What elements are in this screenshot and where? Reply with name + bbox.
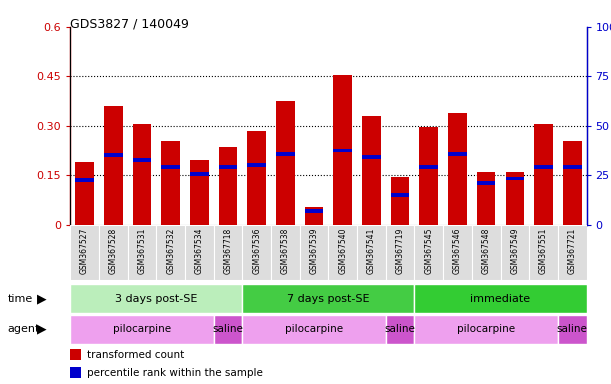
Text: GSM367534: GSM367534 xyxy=(195,227,204,274)
Bar xyxy=(99,225,128,280)
Bar xyxy=(477,172,496,225)
Bar xyxy=(362,155,381,159)
Bar xyxy=(334,74,352,225)
Bar xyxy=(128,225,156,280)
Text: saline: saline xyxy=(213,324,243,334)
Bar xyxy=(161,141,180,225)
Text: GSM367545: GSM367545 xyxy=(424,227,433,274)
Bar xyxy=(505,177,524,180)
Bar xyxy=(357,225,386,280)
Bar xyxy=(443,225,472,280)
Bar xyxy=(558,315,587,344)
Bar xyxy=(391,177,409,225)
Text: GSM367527: GSM367527 xyxy=(80,227,89,274)
Bar xyxy=(185,225,214,280)
Bar xyxy=(414,225,443,280)
Bar xyxy=(219,165,237,169)
Text: GSM367546: GSM367546 xyxy=(453,227,462,274)
Bar xyxy=(362,116,381,225)
Text: GSM367548: GSM367548 xyxy=(481,227,491,274)
Text: GDS3827 / 140049: GDS3827 / 140049 xyxy=(70,17,189,30)
Bar xyxy=(334,149,352,152)
Bar xyxy=(448,113,467,225)
Text: agent: agent xyxy=(7,324,40,334)
Bar xyxy=(276,101,295,225)
Bar xyxy=(214,315,243,344)
Text: GSM367719: GSM367719 xyxy=(395,227,404,274)
Bar xyxy=(386,225,414,280)
Text: GSM367718: GSM367718 xyxy=(224,227,233,274)
Bar xyxy=(558,225,587,280)
Text: ▶: ▶ xyxy=(37,323,46,336)
Bar xyxy=(386,315,414,344)
Text: ▶: ▶ xyxy=(37,292,46,305)
Text: GSM367539: GSM367539 xyxy=(310,227,318,274)
Text: time: time xyxy=(7,293,32,304)
Text: GSM367721: GSM367721 xyxy=(568,227,577,274)
Text: GSM367531: GSM367531 xyxy=(137,227,147,274)
Text: 3 days post-SE: 3 days post-SE xyxy=(115,293,197,304)
Bar xyxy=(300,225,329,280)
Text: percentile rank within the sample: percentile rank within the sample xyxy=(87,368,263,378)
Bar xyxy=(500,225,529,280)
Bar xyxy=(420,127,438,225)
Bar xyxy=(243,284,414,313)
Bar xyxy=(70,315,214,344)
Text: immediate: immediate xyxy=(470,293,530,304)
Text: 7 days post-SE: 7 days post-SE xyxy=(287,293,370,304)
Bar xyxy=(448,152,467,156)
Text: pilocarpine: pilocarpine xyxy=(457,324,515,334)
Bar xyxy=(161,165,180,169)
Text: transformed count: transformed count xyxy=(87,350,185,360)
Bar xyxy=(505,172,524,225)
Bar xyxy=(529,225,558,280)
Text: saline: saline xyxy=(557,324,588,334)
Bar xyxy=(219,147,237,225)
Bar xyxy=(563,141,582,225)
Text: GSM367536: GSM367536 xyxy=(252,227,262,274)
Bar xyxy=(534,124,553,225)
Bar xyxy=(329,225,357,280)
Text: GSM367549: GSM367549 xyxy=(510,227,519,274)
Bar xyxy=(563,165,582,169)
Bar xyxy=(534,165,553,169)
Bar xyxy=(247,163,266,167)
Bar xyxy=(305,210,323,214)
Bar xyxy=(156,225,185,280)
Bar xyxy=(477,182,496,185)
Bar xyxy=(305,207,323,225)
Text: GSM367541: GSM367541 xyxy=(367,227,376,274)
Text: GSM367538: GSM367538 xyxy=(281,227,290,274)
Bar xyxy=(190,161,209,225)
Bar xyxy=(104,106,123,225)
Text: pilocarpine: pilocarpine xyxy=(113,324,171,334)
Bar xyxy=(75,178,94,182)
Bar xyxy=(243,225,271,280)
Text: saline: saline xyxy=(385,324,415,334)
Bar xyxy=(472,225,500,280)
Bar xyxy=(414,315,558,344)
Text: GSM367532: GSM367532 xyxy=(166,227,175,274)
Text: GSM367540: GSM367540 xyxy=(338,227,347,274)
Bar xyxy=(276,152,295,156)
Bar xyxy=(190,172,209,175)
Bar xyxy=(133,124,152,225)
Bar xyxy=(391,193,409,197)
Bar xyxy=(70,284,243,313)
Bar xyxy=(104,154,123,157)
Text: GSM367551: GSM367551 xyxy=(539,227,548,274)
Text: GSM367528: GSM367528 xyxy=(109,227,118,274)
Bar xyxy=(75,162,94,225)
Bar xyxy=(247,131,266,225)
Bar xyxy=(70,225,99,280)
Bar xyxy=(420,165,438,169)
Bar xyxy=(271,225,300,280)
Bar xyxy=(133,158,152,162)
Bar xyxy=(243,315,386,344)
Bar xyxy=(214,225,243,280)
Bar xyxy=(414,284,587,313)
Text: pilocarpine: pilocarpine xyxy=(285,324,343,334)
